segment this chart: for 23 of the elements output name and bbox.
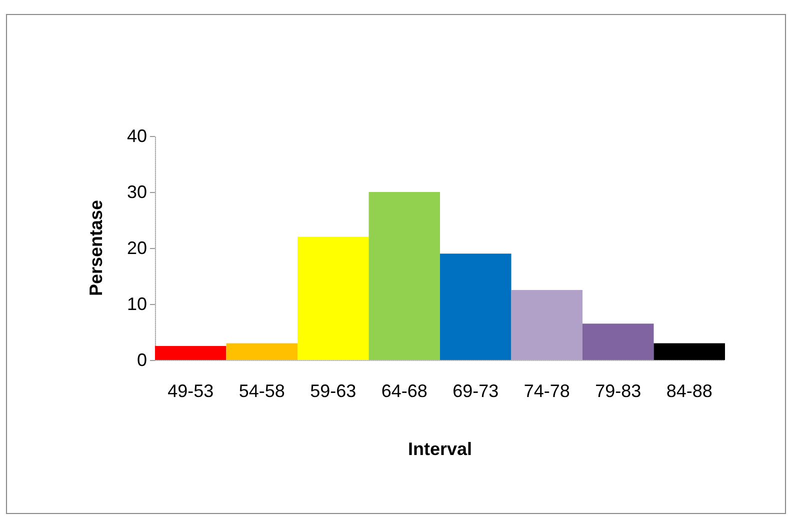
- bar: [368, 192, 440, 360]
- x-tick-label: 79-83: [595, 381, 642, 401]
- y-tick-label: 10: [126, 294, 147, 314]
- bar: [440, 254, 512, 360]
- bar: [582, 324, 654, 360]
- y-tick-label: 40: [126, 126, 147, 146]
- y-tick-label: 20: [126, 238, 147, 258]
- bar: [654, 343, 725, 360]
- y-tick-label: 0: [136, 350, 147, 370]
- bar: [511, 290, 582, 360]
- y-axis-title: Persentase: [86, 200, 106, 296]
- x-tick-label: 69-73: [452, 381, 499, 401]
- x-tick-label: 49-53: [168, 381, 214, 401]
- x-tick-label: 54-58: [238, 381, 285, 401]
- bar: [155, 346, 226, 360]
- x-tick-label: 84-88: [666, 381, 712, 401]
- bar: [298, 236, 369, 360]
- bar: [226, 343, 298, 360]
- x-tick-label: 64-68: [381, 381, 428, 401]
- x-tick-label: 59-63: [310, 381, 356, 401]
- x-axis-title: Interval: [408, 439, 472, 459]
- y-tick-label: 30: [126, 182, 147, 202]
- x-tick-label: 74-78: [524, 381, 570, 401]
